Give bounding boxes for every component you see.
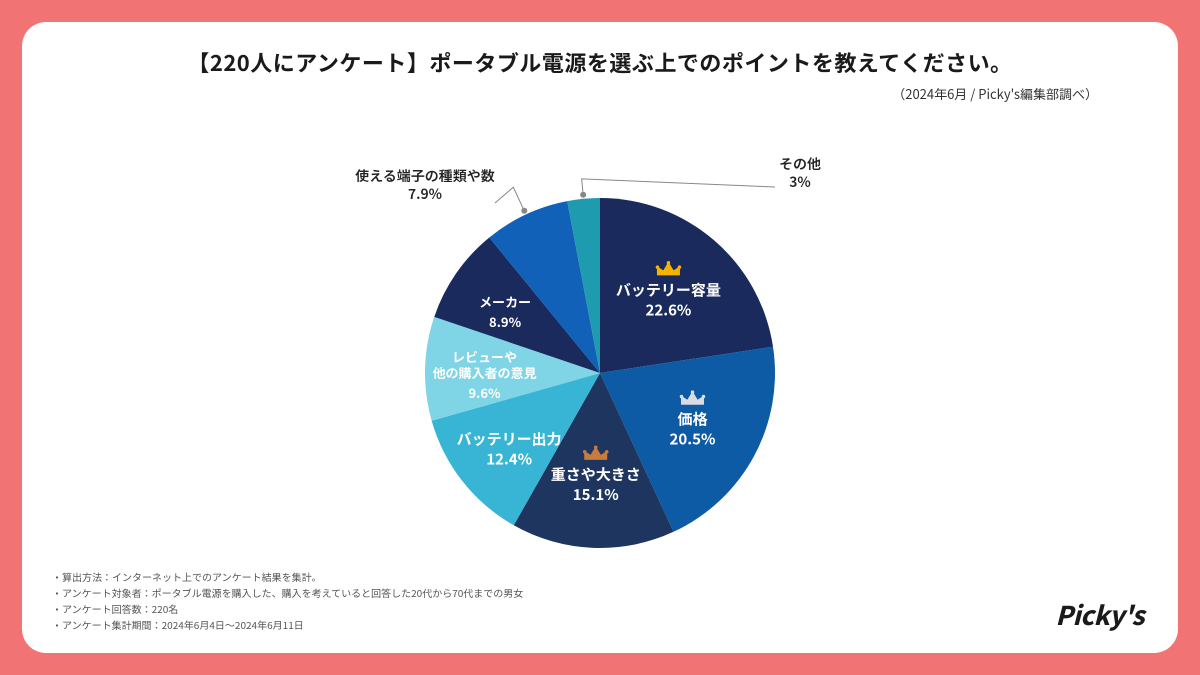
leader-dot <box>521 208 527 214</box>
chart-subtitle: （2024年6月 / Picky's編集部調べ） <box>62 84 1138 103</box>
slice-percent: 22.6% <box>646 299 692 320</box>
slice-label: 他の購入者の意見 <box>433 363 537 382</box>
slice-label: 価格 <box>677 408 708 429</box>
slice-label: 重さや大きさ <box>551 464 641 485</box>
leader-dot <box>580 192 586 198</box>
slice-percent: 15.1% <box>573 484 619 505</box>
ext-percent: 7.9% <box>408 184 442 204</box>
ext-label: 使える端子の種類や数 <box>355 166 495 186</box>
footnote-line: ・アンケート回答数：220名 <box>52 601 523 617</box>
slice-percent: 12.4% <box>486 448 532 469</box>
slice-label: バッテリー容量 <box>616 279 721 300</box>
brand-logo: Picky's <box>1055 596 1144 633</box>
slice-percent: 8.9% <box>489 312 522 331</box>
slice-label: メーカー <box>479 292 531 311</box>
footnote-line: ・アンケート対象者：ポータブル電源を購入した、購入を考えていると回答した20代か… <box>52 585 523 601</box>
ext-label: その他 <box>779 154 821 174</box>
pie-chart: バッテリー容量22.6% 価格20.5% 重さや大きさ15.1% バッテリー出力12.… <box>200 143 1000 583</box>
slice-percent: 9.6% <box>468 383 501 402</box>
slice-label: バッテリー出力 <box>457 428 562 449</box>
footnotes: ・算出方法：インターネット上でのアンケート結果を集計。 ・アンケート対象者：ポー… <box>52 569 523 633</box>
slice-percent: 20.5% <box>670 428 716 449</box>
leader-line <box>495 187 524 211</box>
footnote-line: ・算出方法：インターネット上でのアンケート結果を集計。 <box>52 569 523 585</box>
chart-title: 【220人にアンケート】ポータブル電源を選ぶ上でのポイントを教えてください。 <box>62 46 1138 78</box>
footnote-line: ・アンケート集計期間：2024年6月4日〜2024年6月11日 <box>52 617 523 633</box>
ext-percent: 3% <box>789 172 810 192</box>
card: 【220人にアンケート】ポータブル電源を選ぶ上でのポイントを教えてください。 （… <box>22 22 1178 653</box>
leader-line <box>582 179 775 195</box>
